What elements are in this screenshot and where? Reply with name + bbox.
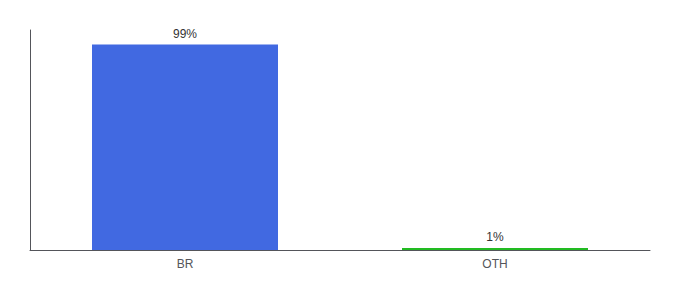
svg-text:99%: 99% [173, 27, 197, 41]
svg-text:1%: 1% [486, 230, 504, 244]
svg-text:BR: BR [177, 257, 194, 271]
svg-text:OTH: OTH [482, 257, 507, 271]
